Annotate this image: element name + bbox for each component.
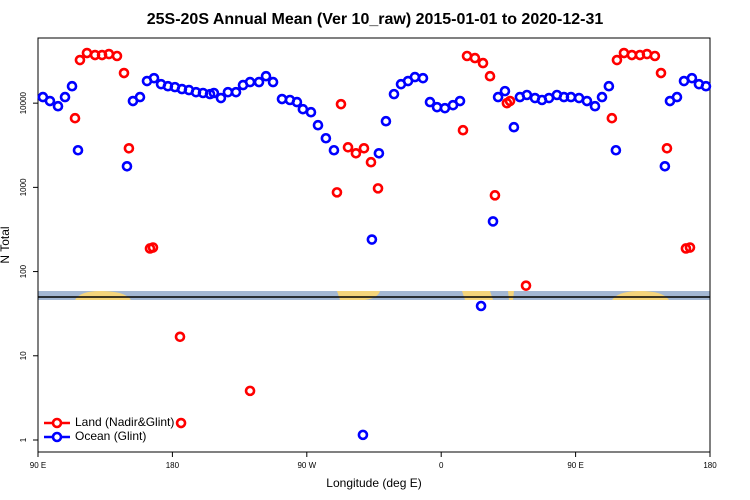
point [417,72,429,84]
point [388,88,400,100]
point [335,98,347,110]
point [312,119,324,131]
point [291,96,303,108]
point [342,142,354,153]
legend-label: Land (Nadir&Glint) [75,415,174,429]
point [123,143,135,154]
point [357,429,369,441]
point [174,331,186,343]
point [74,54,86,66]
y-axis-label: N Total [0,226,12,263]
point [331,187,343,198]
point [260,70,272,82]
point [477,57,489,69]
x-tick-label: 90 E [30,461,46,470]
x-tick-label: 180 [166,461,180,470]
y-tick-label: 100 [19,264,28,278]
point [72,144,84,156]
point [121,160,133,172]
point [373,147,385,159]
point [603,80,615,92]
land-shape [462,291,493,300]
point [380,115,392,127]
y-tick-label: 1 [19,437,28,442]
point [66,80,78,92]
point [147,242,159,253]
point [606,112,618,124]
legend-marker [51,431,63,443]
point [320,132,332,144]
point [424,96,436,108]
point [611,54,623,66]
point [305,106,317,118]
point [52,100,64,112]
point [520,280,532,291]
point [596,91,608,103]
point [454,95,466,107]
point [686,72,698,84]
point [457,124,469,136]
point [365,156,377,168]
map-strip [38,291,710,300]
point [661,143,673,154]
point [253,76,265,88]
y-tick-label: 1000 [19,178,28,196]
x-tick-label: 90 W [297,461,316,470]
point [671,91,683,103]
point [649,50,661,62]
point [267,76,279,88]
point [358,143,370,154]
point [148,72,160,84]
point [581,95,593,107]
point [69,112,81,124]
point [81,47,93,59]
point [565,91,577,103]
point [489,190,501,201]
point [589,100,601,112]
point [700,80,712,92]
point [215,92,227,104]
point [659,160,671,172]
land-shape [508,291,514,300]
point [469,52,481,64]
point [244,76,256,88]
x-tick-label: 180 [703,461,717,470]
point [230,86,242,98]
point [350,147,362,159]
point [244,385,256,397]
point [655,67,667,79]
point [366,234,378,245]
point [409,71,421,83]
chart-title: 25S-20S Annual Mean (Ver 10_raw) 2015-01… [147,11,604,28]
point [118,67,130,79]
point [508,121,520,133]
x-tick-label: 90 E [567,461,583,470]
x-tick-label: 0 [439,461,444,470]
point [484,70,496,82]
point [208,87,220,99]
plot-frame [37,37,711,453]
legend-marker [51,417,63,429]
point [610,144,622,156]
point [492,91,504,103]
point [499,85,511,97]
point [504,95,516,107]
y-tick-label: 10000 [19,91,28,114]
point [175,417,187,429]
point [44,95,56,107]
point [111,50,123,62]
point [372,183,384,194]
point [487,216,499,227]
point [684,242,696,253]
point [134,91,146,103]
point [59,91,71,103]
point [103,48,115,60]
x-axis-label: Longitude (deg E) [326,476,421,490]
point [328,144,340,156]
legend-label: Ocean (Glint) [75,429,146,443]
y-tick-label: 10 [19,351,28,360]
point [475,300,487,312]
